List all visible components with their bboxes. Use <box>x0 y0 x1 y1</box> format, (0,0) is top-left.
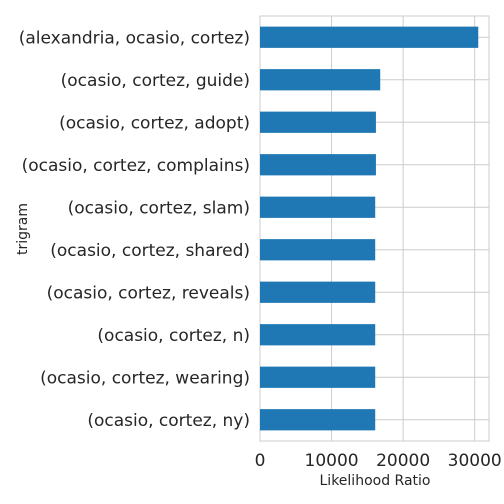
bar <box>260 324 376 346</box>
category-label: (ocasio, cortez, guide) <box>61 71 250 91</box>
category-label: (ocasio, cortez, complains) <box>22 156 250 176</box>
category-label: (ocasio, cortez, reveals) <box>47 283 250 303</box>
bar <box>260 239 376 261</box>
bar <box>260 366 376 388</box>
bar <box>260 154 376 176</box>
plot-frame <box>259 15 490 442</box>
category-label: (ocasio, cortez, slam) <box>68 198 250 218</box>
x-tick-labels: 0 10000 20000 30000 <box>255 451 502 471</box>
bar <box>260 196 376 218</box>
bar <box>260 69 381 91</box>
y-axis-label: trigram <box>15 203 31 255</box>
category-label: (alexandria, ocasio, cortez) <box>19 28 250 48</box>
category-label: (ocasio, cortez, adopt) <box>59 113 250 133</box>
category-label: (ocasio, cortez, shared) <box>50 241 250 261</box>
x-tick-label: 0 <box>255 451 266 471</box>
category-labels: (alexandria, ocasio, cortez) (ocasio, cor… <box>19 28 250 431</box>
bar <box>260 26 479 48</box>
x-axis-label: Likelihood Ratio <box>320 473 431 489</box>
category-label: (ocasio, cortez, ny) <box>87 411 250 431</box>
bar <box>260 281 376 303</box>
bars <box>260 26 479 431</box>
x-tick-label: 20000 <box>376 451 430 471</box>
x-tick-label: 10000 <box>305 451 359 471</box>
bar <box>260 409 376 431</box>
category-label: (ocasio, cortez, n) <box>97 326 250 346</box>
x-tick-label: 30000 <box>448 451 502 471</box>
bar <box>260 111 376 133</box>
category-label: (ocasio, cortez, wearing) <box>40 368 250 388</box>
